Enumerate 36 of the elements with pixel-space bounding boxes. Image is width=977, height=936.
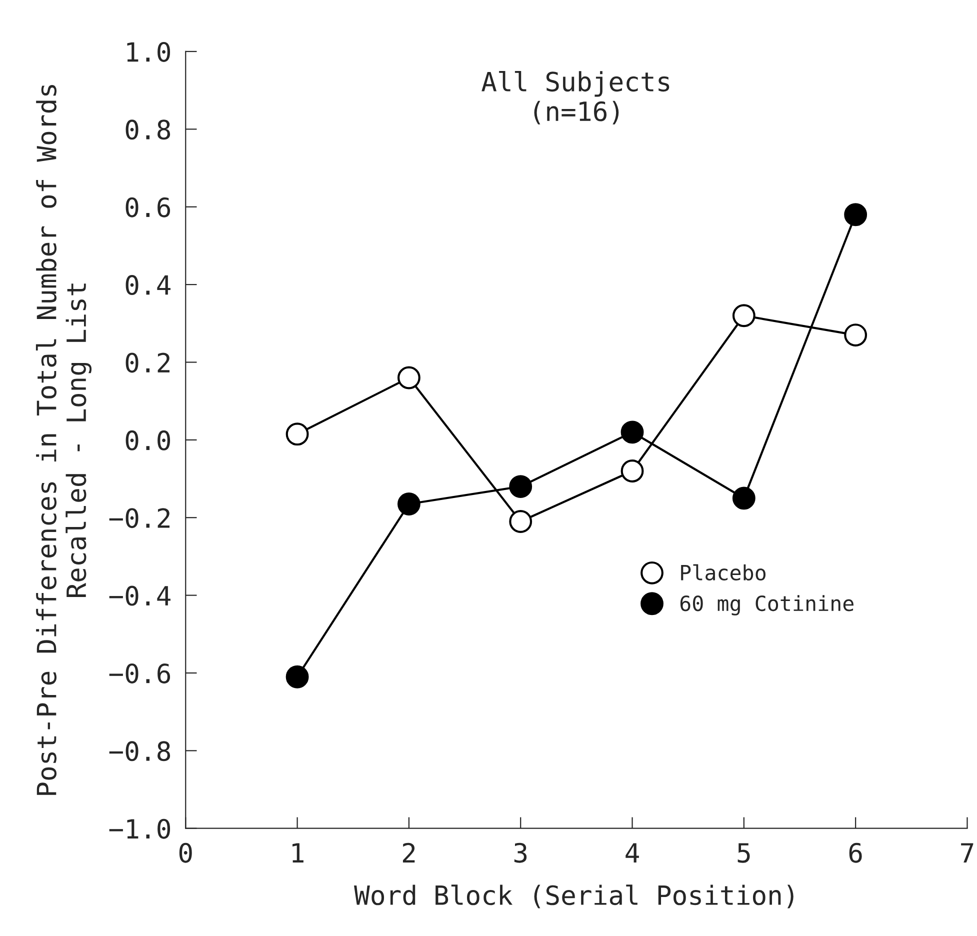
x-tick-label: 0 bbox=[179, 842, 192, 863]
x-tick-label: 3 bbox=[514, 842, 527, 863]
point bbox=[397, 366, 420, 390]
point bbox=[286, 422, 309, 446]
point bbox=[620, 420, 644, 444]
point bbox=[397, 492, 420, 516]
x-tick-label: 6 bbox=[849, 842, 862, 863]
point bbox=[844, 324, 868, 347]
y-tick-label: 0.4 bbox=[126, 275, 170, 296]
x-tick-label: 7 bbox=[961, 843, 974, 862]
legend-label: 60 mg Cotinine bbox=[680, 595, 854, 616]
x-tick-label: 2 bbox=[402, 842, 415, 862]
y-tick-label: 0.2 bbox=[126, 352, 170, 373]
point bbox=[509, 510, 532, 533]
point bbox=[844, 203, 868, 226]
y-tick-label: −0.8 bbox=[109, 741, 170, 762]
y-tick-label: −1.0 bbox=[109, 818, 170, 839]
x-tick-label: 4 bbox=[626, 843, 639, 862]
y-axis-title: Post-Pre Differences in Total Number of Words Recalled - Long List bbox=[36, 85, 92, 795]
y-tick-label: 0.6 bbox=[126, 197, 170, 218]
point bbox=[620, 460, 644, 482]
y-tick-label: 1.0 bbox=[127, 42, 170, 62]
x-axis-title: Word Block (Serial Position) bbox=[354, 884, 794, 908]
text: All Subjects (n=16) bbox=[482, 71, 670, 124]
point bbox=[732, 486, 756, 510]
y-tick-label: −0.2 bbox=[109, 508, 170, 528]
x-tick-label: 1 bbox=[292, 843, 304, 862]
point bbox=[286, 665, 309, 688]
y-tick-label: −0.6 bbox=[109, 663, 170, 684]
y-tick-label: −0.4 bbox=[109, 586, 170, 606]
point bbox=[732, 304, 756, 328]
legend-label: Placebo bbox=[681, 564, 766, 581]
y-tick-label: 0.0 bbox=[126, 430, 170, 450]
x-tick-label: 5 bbox=[738, 843, 750, 863]
y-tick-label: 0.8 bbox=[126, 120, 170, 140]
point bbox=[509, 475, 532, 498]
